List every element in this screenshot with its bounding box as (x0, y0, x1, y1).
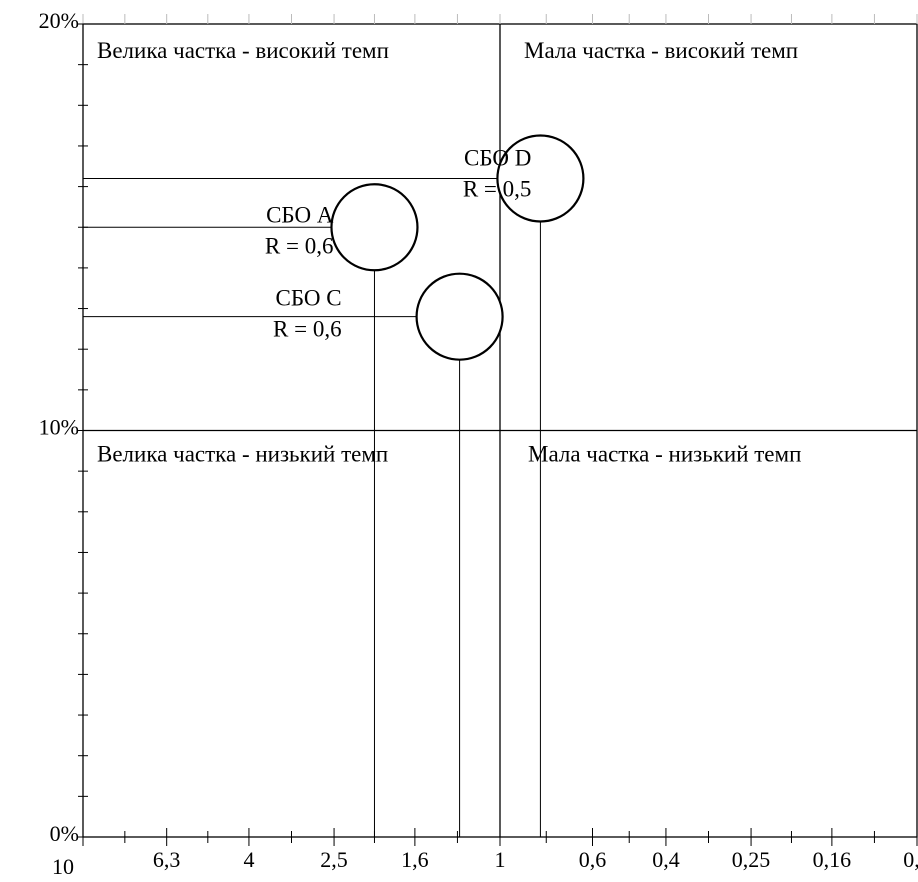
x-tick-label: 0,16 (813, 847, 852, 872)
y-tick-label: 20% (39, 8, 79, 33)
y-tick-label: 10% (39, 415, 79, 440)
y-tick-label: 0% (50, 821, 79, 846)
quadrant-labels: Велика частка - високий темп Мала частка … (97, 38, 801, 467)
x-tick-label: 4 (243, 847, 254, 872)
quadrant-label-top-right: Мала частка - високий темп (524, 38, 798, 63)
guide-lines (83, 177, 541, 837)
x-tick-label: 2,5 (320, 847, 348, 872)
quadrant-label-top-left: Велика частка - високий темп (97, 38, 389, 63)
bubble-a (330, 183, 419, 272)
bubble-name-c: СБО C (275, 286, 341, 311)
bubble-d (496, 134, 585, 223)
x-tick-label: 10 (52, 854, 74, 877)
quadrant-label-bottom-right: Мала частка - низький темп (528, 442, 801, 467)
x-tick-label: 6,3 (153, 847, 181, 872)
bubbles: СБО A R = 0,6 СБО C R = 0,6 СБО D R = 0,5 (265, 134, 585, 361)
x-tick-label: 0,6 (579, 847, 607, 872)
x-tick-label: 0,25 (732, 847, 771, 872)
bubble-r-d: R = 0,5 (463, 176, 532, 201)
x-tick-label: 0,4 (652, 847, 680, 872)
bubble-name-a: СБО A (266, 202, 334, 227)
x-tick-label: 0,1 (903, 847, 918, 872)
bubble-r-c: R = 0,6 (273, 317, 342, 342)
bubble-r-a: R = 0,6 (265, 233, 334, 258)
quadrant-label-bottom-left: Велика частка - низький темп (97, 442, 388, 467)
bubble-name-d: СБО D (464, 145, 531, 170)
x-tick-label: 1,6 (401, 847, 429, 872)
bubble-c (415, 272, 504, 361)
x-tick-label: 1 (495, 847, 506, 872)
